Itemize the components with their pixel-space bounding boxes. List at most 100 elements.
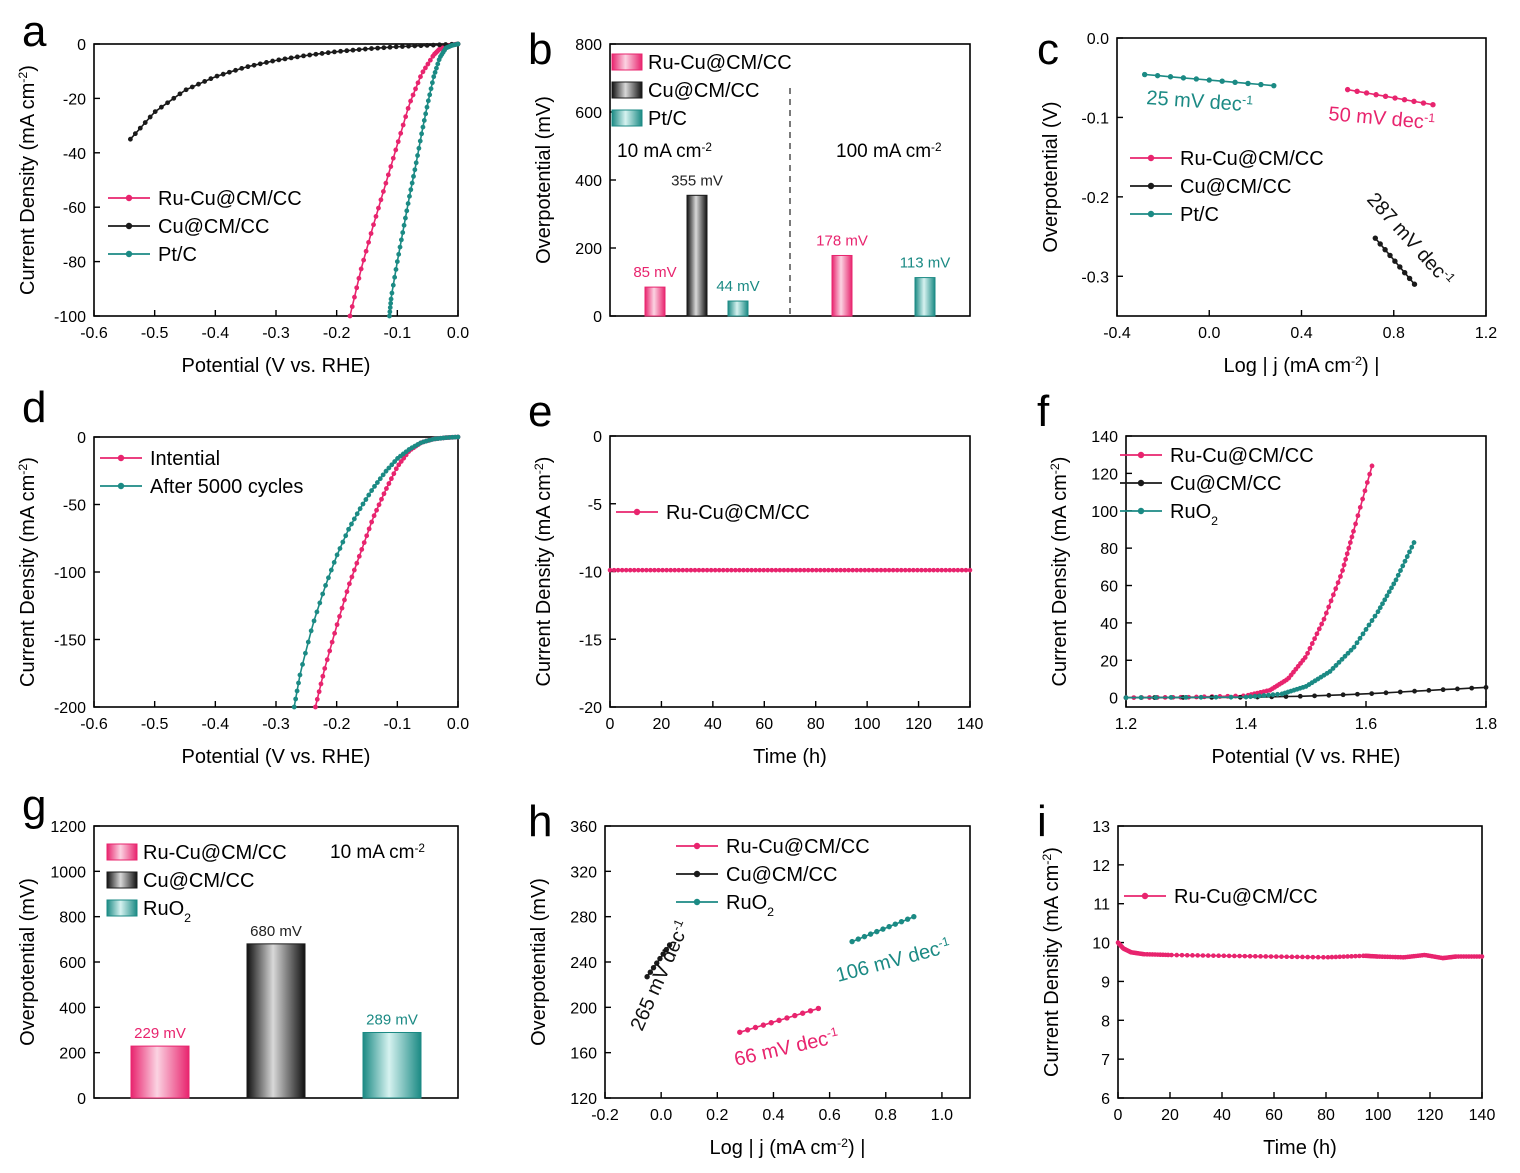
bar: [644, 286, 666, 317]
x-tick-label-text: 0.8: [1383, 325, 1405, 342]
x-tick-label: -0.6: [80, 716, 108, 733]
panel-label: h: [528, 797, 552, 846]
legend-marker: [117, 454, 125, 462]
series-point: [1340, 692, 1346, 698]
y-axis-label-tail: ): [17, 457, 39, 464]
y-axis-label-sup: -2: [16, 72, 30, 83]
series-point: [354, 285, 360, 291]
y-tick-label-text: -0.2: [1081, 190, 1109, 207]
x-tick-label-text: -0.2: [323, 716, 351, 733]
series-point: [270, 58, 276, 64]
series-point: [1367, 471, 1373, 477]
series-point: [233, 67, 238, 73]
x-tick-label-text: 1.2: [1475, 325, 1497, 342]
series-point: [955, 567, 961, 573]
y-tick-label-text: -100: [54, 309, 86, 326]
series-point: [257, 61, 263, 67]
series-point: [1284, 954, 1290, 960]
series-point: [415, 80, 421, 86]
y-tick-label: 0: [77, 37, 86, 54]
series-point: [1205, 953, 1211, 958]
series-point: [393, 44, 399, 50]
y-axis-label-sup: -2: [16, 464, 30, 475]
series-point: [1342, 653, 1348, 659]
x-tick-label: 120: [1417, 1107, 1444, 1124]
series-point: [838, 567, 843, 573]
series-line: [1347, 88, 1434, 106]
series-point: [880, 926, 886, 932]
series-point: [826, 567, 831, 573]
y-tick-label: 600: [59, 955, 86, 972]
series-point: [1335, 580, 1341, 585]
series-point: [765, 567, 771, 573]
slope-annotation-text: 50 mV dec: [1328, 103, 1425, 133]
series-point: [384, 486, 389, 491]
series-point: [1314, 631, 1320, 637]
panel-label-text: d: [22, 383, 46, 432]
series-point: [1366, 622, 1372, 628]
series-point: [1333, 663, 1339, 668]
y-tick-label: 40: [1100, 616, 1118, 633]
series-point: [1411, 98, 1417, 105]
series-point: [904, 916, 911, 922]
series-point: [427, 57, 433, 63]
series-point: [189, 84, 195, 90]
series-point: [822, 567, 827, 573]
series-point: [1168, 695, 1174, 700]
y-tick-label-text: 600: [59, 955, 86, 972]
series-point: [381, 45, 387, 51]
y-tick-label-text: 600: [575, 105, 602, 122]
series-point: [867, 931, 874, 937]
series-point: [813, 567, 819, 573]
x-tick-label-text: 0: [606, 716, 615, 733]
series-point: [395, 456, 400, 461]
x-tick-label: 80: [1317, 1107, 1335, 1124]
legend-label-sub: 2: [184, 911, 191, 925]
y-tick-label-text: -60: [63, 200, 86, 217]
y-axis-label-tail: ): [533, 457, 555, 464]
series-point: [363, 248, 369, 254]
x-tick-label-text: 100: [854, 716, 881, 733]
series-point: [294, 54, 300, 60]
y-tick-label-text: 0: [593, 429, 602, 446]
series-point: [369, 488, 375, 493]
series-point: [1362, 488, 1368, 494]
series-point: [380, 472, 386, 478]
series-point: [1387, 252, 1393, 259]
x-tick-label: 0.0: [1198, 325, 1220, 342]
series-point: [757, 567, 762, 573]
y-tick-label: 10: [1092, 936, 1110, 953]
series-point: [923, 567, 928, 573]
x-tick-label: 0.4: [1290, 325, 1312, 342]
bar-value-label: 355 mV: [671, 172, 723, 189]
series-point: [425, 98, 431, 104]
series-point: [344, 48, 350, 54]
series-point: [749, 567, 754, 573]
series-point: [894, 567, 900, 573]
y-tick-label-text: 80: [1100, 541, 1118, 558]
bar-value-label: 289 mV: [366, 1011, 418, 1028]
series-point: [761, 567, 767, 573]
y-axis-label-tail: ): [1041, 847, 1063, 854]
series-point: [405, 201, 411, 206]
series-point: [1174, 952, 1180, 958]
y-tick-label: -20: [579, 700, 602, 717]
series-point: [785, 567, 791, 573]
panel-b: 0 200 400 600 800 Overpotential (mV) b 85 mV 355…: [528, 25, 971, 326]
series-line: [314, 436, 459, 708]
series-point: [366, 526, 372, 532]
legend-marker: [693, 842, 701, 850]
series-point: [1123, 695, 1129, 701]
x-tick-label: 100: [1365, 1107, 1392, 1124]
panel-a: -0.6 -0.5 -0.4 -0.3 -0.2 -0.1 0.0 -100 -80 -60 -40…: [16, 7, 469, 377]
series-point: [411, 173, 416, 179]
x-tick-label: 80: [807, 716, 825, 733]
x-tick-label: 0.4: [762, 1107, 784, 1124]
series-point: [729, 567, 734, 573]
x-tick-label-text: -0.3: [262, 325, 290, 342]
series-point: [1183, 694, 1189, 700]
x-tick-label-text: 120: [905, 716, 932, 733]
series-point: [1268, 954, 1274, 959]
y-tick-label: -150: [54, 633, 86, 650]
series-point: [1261, 693, 1267, 698]
